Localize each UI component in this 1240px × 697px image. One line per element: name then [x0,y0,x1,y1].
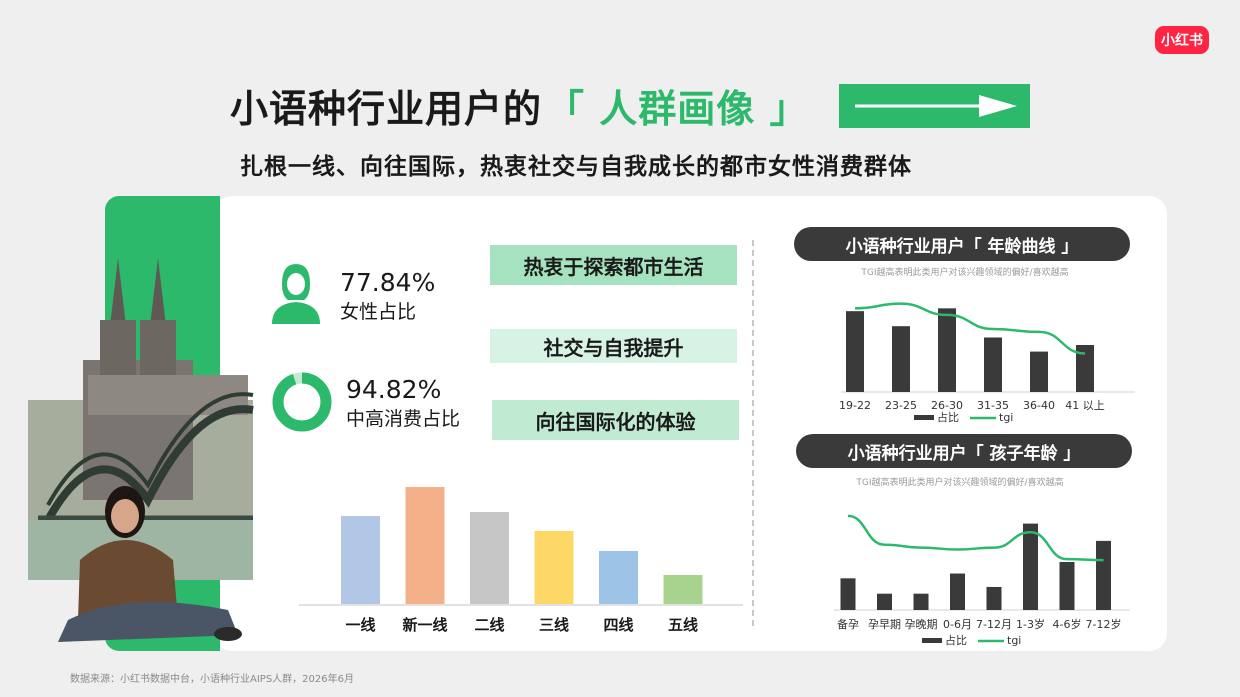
page-title: 小语种行业用户的 「 人群画像 」 [230,82,808,131]
title-accent: 「 人群画像 」 [546,86,809,131]
stat-female-value: 77.84% [340,268,436,297]
chart-bar [1076,345,1094,392]
city-tick-label: 四线 [603,616,633,634]
chart-bar [984,337,1002,392]
chart-bar [986,586,1002,610]
tgi-line [854,302,1086,355]
chart-bar [1030,351,1048,392]
tgi-line [847,514,1104,562]
donut-chart-icon [272,372,332,432]
chart-tick-label: 7-12岁 [1086,617,1122,631]
city-tier-bar-chart: 一线 新一线 二线 三线 四线 五线 [299,487,743,634]
tag-urban-life: 热衷于探索都市生活 [490,245,737,285]
title-arrow-decoration [839,84,1030,128]
city-photo-image [28,258,254,642]
age-chart-note: TGI越高表明此类用户对该兴趣领域的偏好/喜欢越高 [861,268,1069,278]
stat-consumption-value: 94.82% [346,375,442,404]
chart-bar [877,593,892,610]
chart-bar [846,311,864,392]
city-bar [663,575,703,604]
city-tick-label: 三线 [539,616,569,634]
stat-consumption-label: 中高消费占比 [346,408,461,430]
chart-bar [1023,523,1038,610]
city-tick-label: 二线 [474,616,504,634]
data-source-footer: 数据来源：小红书数据中台，小语种行业AIPS人群，2026年6月 [70,674,354,685]
chart-tick-label: 19-22 [839,399,871,412]
chart-bar [892,326,910,392]
chart-tick-label: 1-3岁 [1016,617,1045,631]
chart-bar [1096,540,1111,610]
female-user-icon [272,264,320,324]
city-bar [470,512,509,604]
city-bar [534,531,574,604]
stat-consumption: 94.82% 中高消费占比 [346,375,460,431]
brand-logo: 小红书 [1155,26,1209,54]
title-main: 小语种行业用户的 [230,86,543,131]
chart-tick-label: 36-40 [1023,399,1055,412]
legend-line-label: tgi [1007,634,1021,647]
chart-tick-label: 备孕 [837,617,859,631]
arrow-right-icon [855,95,1017,117]
chart-tick-label: 31-35 [977,399,1009,412]
city-bar [405,487,445,604]
legend-bar-label: 占比 [945,633,967,647]
city-tick-label: 五线 [668,616,698,634]
chart-tick-label: 孕晚期 [905,618,938,631]
page-subtitle: 扎根一线、向往国际，热衷社交与自我成长的都市女性消费群体 [240,154,912,180]
tag-international: 向往国际化的体验 [492,400,739,440]
child-chart-note: TGI越高表明此类用户对该兴趣领域的偏好/喜欢越高 [856,478,1064,488]
tag-social-growth: 社交与自我提升 [490,329,737,363]
dashed-divider [752,240,754,626]
chart-tick-label: 孕早期 [868,618,901,631]
city-bar [341,516,380,604]
stat-female: 77.84% 女性占比 [340,268,435,324]
chart-bar [913,593,929,610]
legend-bar-swatch [914,415,934,420]
city-bar [599,551,638,604]
legend-bar-swatch [922,638,942,643]
stat-female-label: 女性占比 [340,301,417,323]
age-chart-title: 小语种行业用户「 年龄曲线 」 [794,227,1130,261]
chart-tick-label: 4-6岁 [1053,617,1082,631]
chart-bar [840,578,856,610]
city-tick-label: 一线 [345,616,375,634]
child-chart-title: 小语种行业用户「 孩子年龄 」 [796,434,1132,468]
chart-bar [950,573,965,610]
chart-tick-label: 23-25 [885,399,917,412]
chart-bar [1059,562,1075,610]
chart-tick-label: 0-6月 [943,618,972,631]
legend-line-label: tgi [999,411,1013,424]
legend-bar-label: 占比 [937,410,959,424]
city-tick-label: 新一线 [402,616,447,634]
chart-tick-label: 26-30 [931,399,963,412]
chart-bar [938,308,956,392]
chart-tick-label: 41 以上 [1065,399,1105,412]
chart-tick-label: 7-12月 [976,618,1012,631]
